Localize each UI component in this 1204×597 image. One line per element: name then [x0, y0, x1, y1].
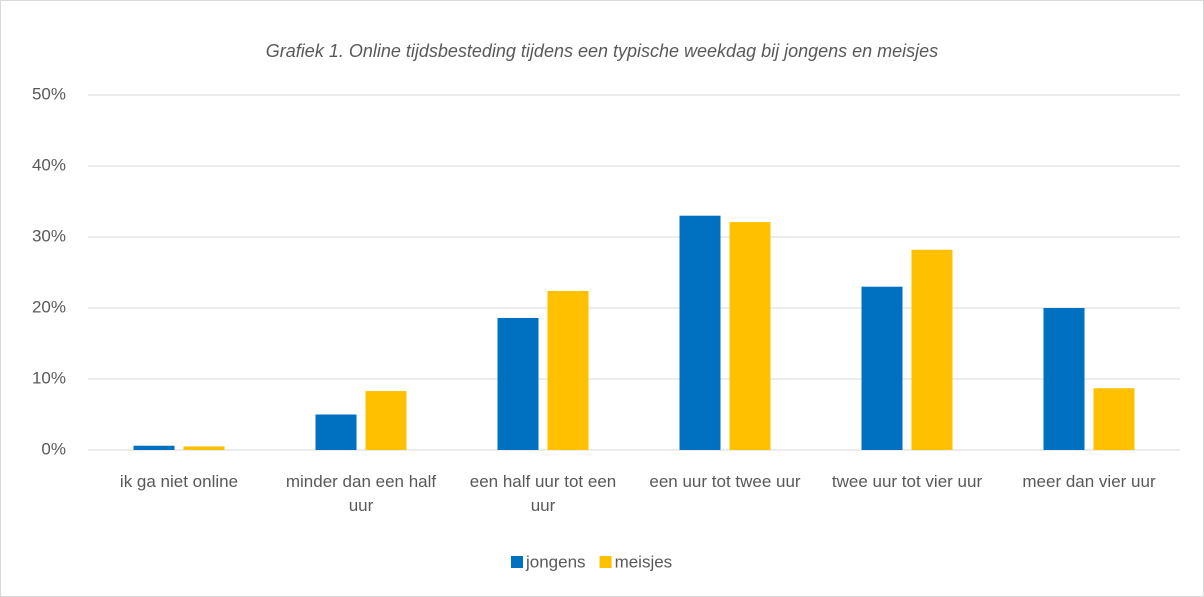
- chart-title: Grafiek 1. Online tijdsbesteding tijdens…: [266, 41, 938, 61]
- x-tick-label: een half uur tot een uur: [469, 472, 617, 515]
- y-tick-label: 40%: [32, 155, 66, 174]
- bar: [1093, 388, 1135, 450]
- x-tick-label: twee uur tot vier uur: [831, 472, 983, 491]
- bar: [183, 446, 225, 450]
- bar: [315, 414, 357, 450]
- y-tick-label: 0%: [41, 439, 66, 458]
- x-tick-label: minder dan een half uur: [285, 472, 437, 515]
- x-tick-label: een uur tot twee uur: [649, 472, 801, 491]
- legend-swatch: [599, 556, 612, 568]
- y-tick-label: 30%: [32, 226, 66, 245]
- legend-label: meisjes: [615, 552, 673, 571]
- x-tick-label: meer dan vier uur: [1022, 472, 1156, 491]
- bar: [729, 222, 771, 450]
- y-tick-label: 50%: [32, 84, 66, 103]
- bar: [1043, 308, 1085, 450]
- bar: [547, 290, 589, 450]
- bar: [861, 286, 903, 450]
- bar: [911, 249, 953, 450]
- bar: [133, 445, 175, 450]
- y-tick-label: 10%: [32, 368, 66, 387]
- bar: [365, 391, 407, 450]
- bar: [497, 317, 539, 450]
- legend-swatch: [511, 556, 523, 568]
- legend-label: jongens: [525, 552, 586, 571]
- bar: [679, 215, 721, 450]
- y-tick-label: 20%: [32, 297, 66, 316]
- x-tick-label: ik ga niet online: [119, 472, 239, 491]
